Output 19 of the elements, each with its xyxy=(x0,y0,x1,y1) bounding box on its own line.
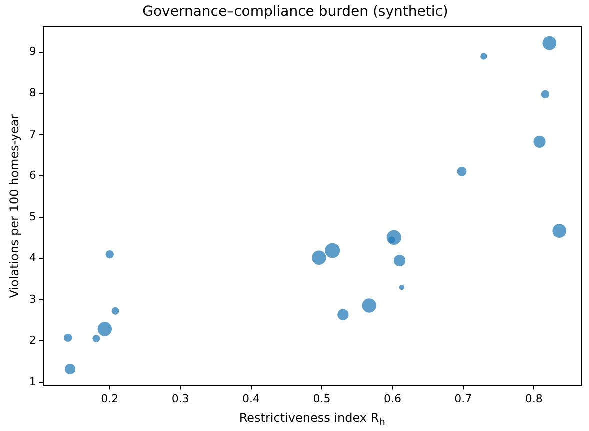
x-tick-label: 0.3 xyxy=(172,392,190,406)
y-tick-label: 2 xyxy=(29,334,36,348)
y-tick-label: 5 xyxy=(29,210,36,224)
y-tick-label: 1 xyxy=(29,375,36,388)
x-axis-title: Restrictiveness index R$_{h}$ xyxy=(239,411,386,428)
y-tick-label: 9 xyxy=(29,45,36,58)
y-tick-label: 3 xyxy=(29,292,36,306)
x-tick-label: 0.2 xyxy=(101,392,119,406)
x-tick-label: 0.5 xyxy=(313,392,331,406)
y-tick-label: 4 xyxy=(29,252,36,265)
y-tick-label: 8 xyxy=(29,86,36,100)
y-tick-label: 6 xyxy=(29,169,36,182)
x-tick-label: 0.4 xyxy=(242,392,260,406)
y-tick-label: 7 xyxy=(29,128,36,141)
y-axis-title: Violations per 100 homes-year xyxy=(7,114,22,298)
x-tick-label: 0.7 xyxy=(454,392,472,406)
chart-title: Governance–compliance burden (synthetic) xyxy=(142,4,448,20)
x-tick-label: 0.6 xyxy=(384,392,402,406)
x-tick-label: 0.8 xyxy=(525,392,543,406)
